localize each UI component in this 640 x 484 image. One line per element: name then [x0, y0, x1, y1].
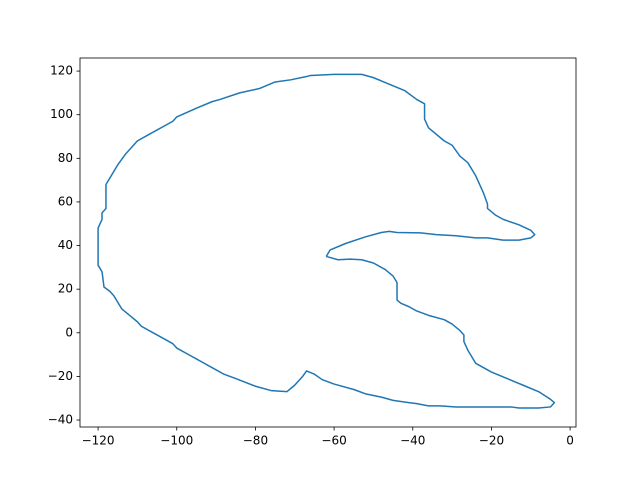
x-tick-label: −120 — [82, 434, 115, 448]
y-tick-label: 0 — [65, 325, 73, 339]
x-tick-label: −80 — [243, 434, 268, 448]
y-tick-label: 80 — [58, 151, 73, 165]
x-tick-label: 0 — [566, 434, 574, 448]
x-tick-label: −20 — [479, 434, 504, 448]
axes-frame — [79, 57, 577, 428]
x-tick-label: −40 — [400, 434, 425, 448]
y-tick-label: 60 — [58, 194, 73, 208]
x-tick-label: −60 — [321, 434, 346, 448]
y-tick-label: 120 — [50, 64, 73, 78]
x-tick-label: −100 — [160, 434, 193, 448]
y-tick-label: 40 — [58, 238, 73, 252]
y-tick-label: 100 — [50, 107, 73, 121]
y-tick-label: −20 — [48, 369, 73, 383]
y-tick-label: −40 — [48, 413, 73, 427]
data-line — [97, 73, 556, 409]
y-tick-label: 20 — [58, 282, 73, 296]
